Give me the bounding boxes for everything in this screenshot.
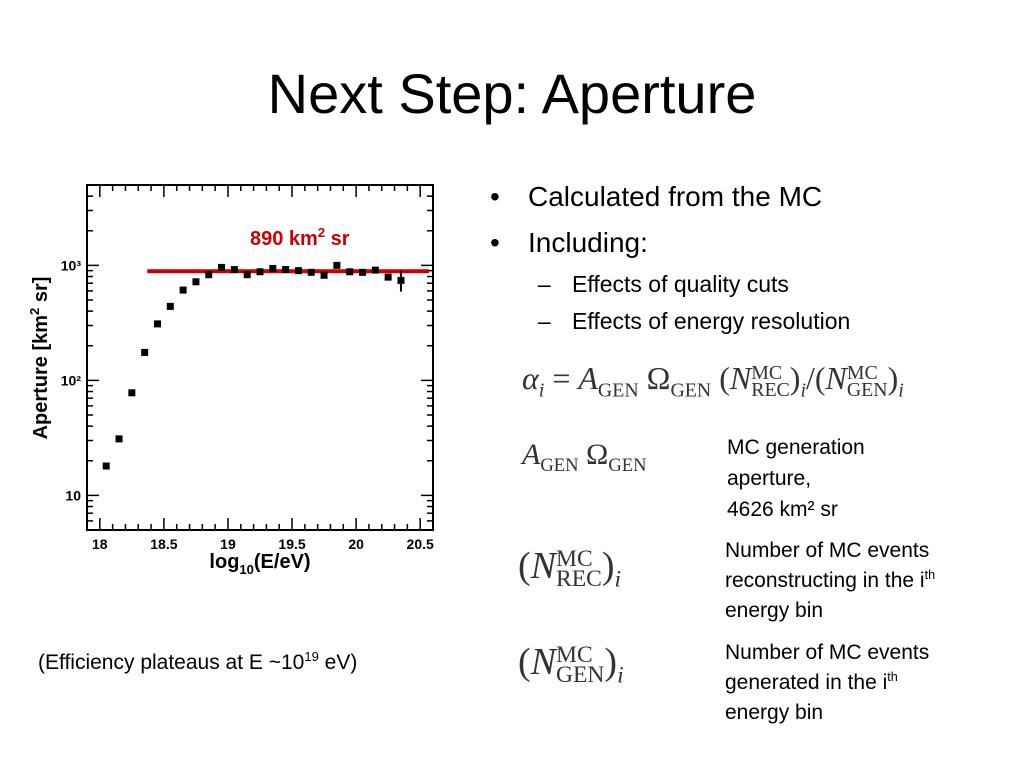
data-point [371,266,379,274]
data-point [346,268,354,276]
aperture-chart: 18 18.5 19 19.5 20 20.5 10 10² 10³ 890 km2 sr l… [27,184,434,577]
data-point [192,278,200,286]
symbol-nmc-gen: (N MC GEN)i [518,641,624,689]
data-point [179,286,187,294]
plateau-label-unit: sr [325,228,350,250]
plateau-label: 890 km2 sr [250,225,350,250]
x-tick-label: 20 [348,536,364,552]
x-tick-label: 18.5 [150,536,177,552]
bullet-calculated: • Calculated from the MC [490,174,1020,220]
data-point [269,264,277,272]
definition-ngen: Number of MC events generated in the ith… [725,641,930,724]
x-tick-label: 19.5 [278,536,305,552]
x-ticks: 18 18.5 19 19.5 20 20.5 [92,185,434,552]
symbol-nmc-rec: (N MC REC)i [518,545,622,593]
data-point [320,271,328,279]
y-tick-label: 10³ [61,257,82,273]
x-axis-label: log10(E/eV) [209,551,310,577]
bullet-marker: • [490,181,500,212]
bullet-including: • Including: [490,220,1020,266]
data-point [166,302,174,310]
data-point [205,271,213,279]
data-point [384,273,392,281]
data-point [294,267,302,275]
y-axis-label: Aperture [km2 sr] [27,277,52,440]
y-tick-label: 10² [61,372,82,388]
data-point [282,266,290,274]
data-points [102,261,405,470]
x-tick-label: 19 [220,536,236,552]
x-tick-label: 18 [92,536,108,552]
bullet-marker: • [490,227,500,258]
bullet-list: • Calculated from the MC • Including: – … [490,174,1020,340]
aperture-formula: αi = AGEN ΩGEN (N MC REC)i/(N MC GEN)i [522,360,904,402]
data-point [141,348,149,356]
definition-mc-aperture: MC generation aperture, 4626 km² sr [727,436,865,521]
y-tick-label: 10 [65,487,81,503]
dash-marker: – [538,308,551,334]
data-point [256,268,264,276]
dash-marker: – [538,271,551,297]
plot-frame [86,184,434,531]
plateau-label-value: 890 km [250,228,318,250]
efficiency-caption: (Efficiency plateaus at E ~1019 eV) [38,649,358,674]
data-point [359,268,367,276]
subbullet-quality-cuts: – Effects of quality cuts [490,266,1020,303]
data-point [307,268,315,276]
data-point [243,271,251,279]
definition-nrec: Number of MC events reconstructing in th… [725,539,936,622]
x-tick-label: 20.5 [407,536,434,552]
slide-title: Next Step: Aperture [267,62,757,125]
data-point [218,263,226,271]
plateau-label-exp: 2 [318,225,325,240]
data-point [230,266,238,274]
y-ticks: 10 10² 10³ [61,184,433,531]
data-point [153,320,161,328]
data-point [128,389,136,397]
data-point [102,462,110,470]
data-point [115,435,123,443]
symbol-agen-omegagen: AGEN ΩGEN [522,438,647,476]
subbullet-energy-resolution: – Effects of energy resolution [490,303,1020,340]
data-point [333,261,341,269]
